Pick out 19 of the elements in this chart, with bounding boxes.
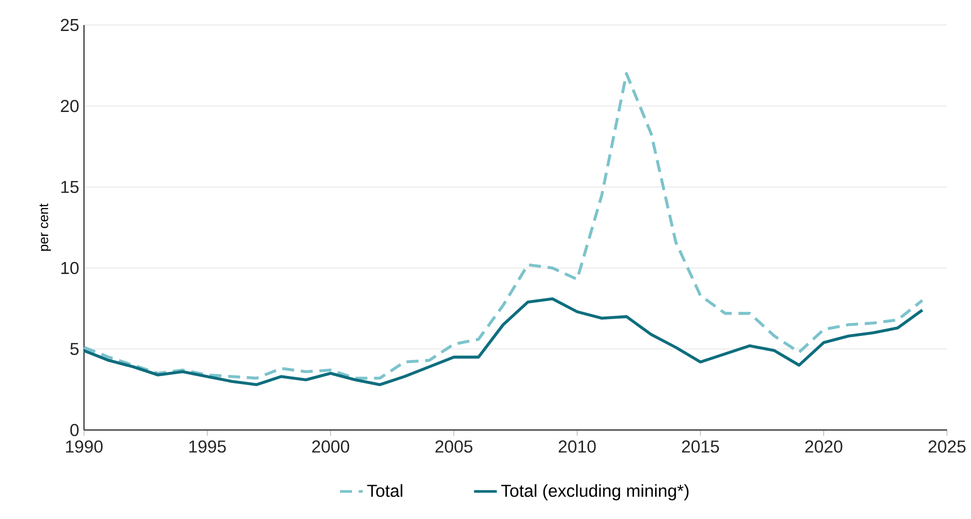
y-tick-label: 5 (70, 342, 79, 356)
y-axis-title: per cent (39, 204, 51, 251)
x-tick-label: 1990 (66, 440, 103, 453)
x-tick-label: 2015 (682, 440, 719, 453)
x-tick-label: 1995 (189, 440, 226, 453)
x-tick-label: 2000 (312, 440, 350, 453)
legend-label: Total (excluding mining*) (501, 484, 689, 500)
y-tick-label: 10 (61, 262, 79, 274)
y-tick-label: 20 (60, 100, 79, 112)
x-tick-label: 2010 (558, 440, 596, 453)
x-tick-label: 2020 (805, 440, 842, 453)
y-tick-label: 15 (61, 180, 79, 194)
x-tick-label: 2005 (435, 440, 472, 453)
line-series (82, 72, 924, 380)
legend-label: Total (367, 484, 402, 497)
y-tick-label: 0 (70, 424, 79, 436)
line-series (82, 297, 924, 386)
x-tick-label: 2025 (928, 440, 966, 453)
y-tick-label: 25 (60, 18, 79, 32)
